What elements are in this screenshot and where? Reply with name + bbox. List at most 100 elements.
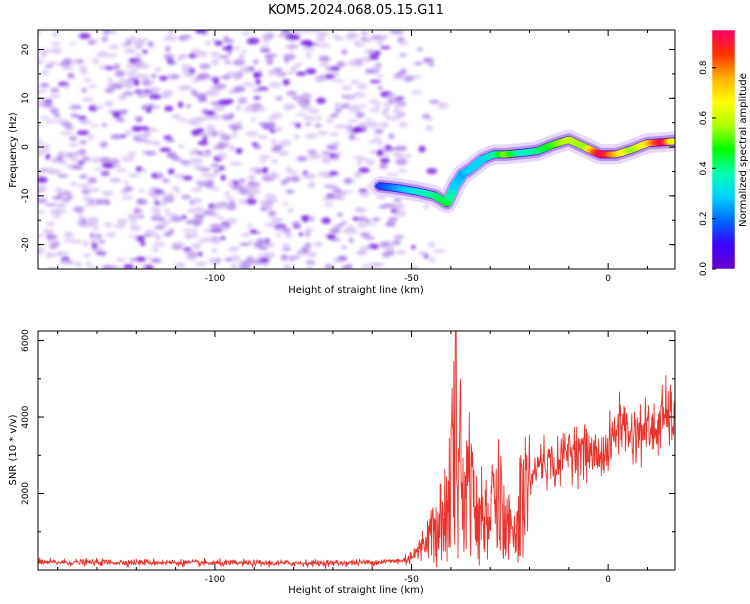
noise-blob — [124, 129, 133, 136]
noise-blob — [304, 122, 312, 127]
noise-blob — [165, 213, 178, 217]
noise-blob — [104, 100, 114, 108]
noise-blob — [356, 160, 363, 166]
noise-blob — [96, 50, 109, 58]
noise-blob — [231, 254, 241, 262]
noise-blob — [91, 242, 98, 248]
noise-blob — [260, 45, 271, 50]
noise-blob — [225, 98, 234, 104]
noise-blob — [336, 194, 345, 201]
noise-blob — [432, 249, 446, 253]
noise-blob — [300, 40, 313, 46]
noise-blob — [358, 167, 370, 174]
noise-blob — [68, 104, 79, 111]
noise-blob — [46, 234, 58, 238]
noise-blob — [38, 59, 44, 65]
noise-blob — [158, 199, 168, 207]
noise-blob — [58, 260, 72, 265]
noise-blob — [38, 176, 48, 184]
noise-blob — [351, 230, 359, 235]
noise-blob — [214, 40, 223, 46]
noise-blob — [340, 103, 346, 109]
noise-blob — [145, 229, 155, 235]
noise-blob — [282, 79, 290, 86]
noise-blob — [376, 74, 385, 78]
x-tick-label: 0 — [605, 575, 611, 585]
noise-blob — [315, 36, 326, 43]
noise-blob — [228, 248, 234, 252]
spectrogram-x-label: Height of straight line (km) — [288, 285, 424, 296]
noise-blob — [239, 242, 251, 247]
noise-blob — [249, 229, 257, 234]
noise-blob — [305, 260, 316, 265]
noise-blob — [246, 37, 260, 45]
noise-blob — [46, 61, 59, 66]
snr-frame — [37, 330, 676, 571]
x-tick-label: 0 — [605, 274, 611, 284]
noise-blob — [198, 239, 204, 244]
noise-blob — [184, 250, 197, 255]
noise-blob — [285, 189, 295, 195]
noise-blob — [341, 245, 347, 250]
noise-blob — [282, 104, 294, 111]
noise-blob — [187, 256, 198, 261]
noise-blob — [347, 59, 359, 67]
noise-blob — [369, 69, 379, 74]
noise-blob — [282, 202, 289, 206]
noise-blob — [264, 121, 276, 129]
noise-blob — [74, 261, 83, 267]
noise-blob — [209, 212, 220, 218]
noise-blob — [282, 242, 290, 248]
noise-blob — [318, 43, 331, 48]
noise-blob — [195, 51, 209, 58]
noise-blob — [163, 135, 173, 140]
noise-blob — [166, 192, 175, 199]
noise-blob — [416, 47, 424, 52]
noise-blob — [304, 233, 311, 237]
noise-blob — [179, 160, 190, 164]
noise-blob — [375, 103, 381, 108]
noise-blob — [395, 249, 406, 256]
noise-blob — [52, 214, 61, 219]
noise-blob — [366, 117, 373, 122]
noise-blob — [46, 221, 55, 227]
noise-blob — [369, 107, 381, 113]
noise-blob — [192, 206, 205, 213]
noise-blob — [202, 115, 215, 120]
noise-blob — [314, 123, 322, 128]
noise-blob — [64, 126, 75, 130]
noise-blob — [244, 66, 250, 73]
noise-blob — [286, 70, 295, 75]
noise-blob — [259, 257, 270, 263]
noise-blob — [132, 115, 143, 120]
noise-blob — [334, 102, 341, 109]
noise-blob — [58, 150, 64, 156]
noise-blob — [235, 147, 243, 155]
noise-blob — [107, 82, 116, 87]
noise-blob — [104, 222, 113, 228]
noise-blob — [154, 200, 160, 206]
noise-blob — [429, 99, 440, 104]
noise-blob — [247, 194, 255, 198]
noise-blob — [364, 218, 371, 223]
noise-blob — [363, 49, 376, 54]
noise-blob — [218, 55, 230, 59]
noise-blob — [377, 86, 384, 90]
noise-blob — [266, 59, 274, 65]
noise-blob — [423, 254, 429, 259]
colorbar-label: Normalized spectral amplitude — [738, 73, 749, 227]
noise-blob — [152, 210, 162, 218]
noise-blob — [213, 78, 219, 85]
noise-blob — [56, 155, 64, 162]
colorbar-tick-label: 0.2 — [699, 212, 709, 226]
noise-blob — [154, 67, 162, 73]
noise-blob — [38, 233, 44, 238]
noise-blob — [296, 97, 304, 103]
noise-blob — [270, 139, 277, 145]
noise-blob — [82, 156, 91, 160]
noise-blob — [181, 194, 191, 200]
noise-blob — [210, 51, 219, 58]
noise-blob — [44, 64, 54, 69]
noise-blob — [69, 182, 78, 186]
noise-blob — [267, 71, 276, 76]
